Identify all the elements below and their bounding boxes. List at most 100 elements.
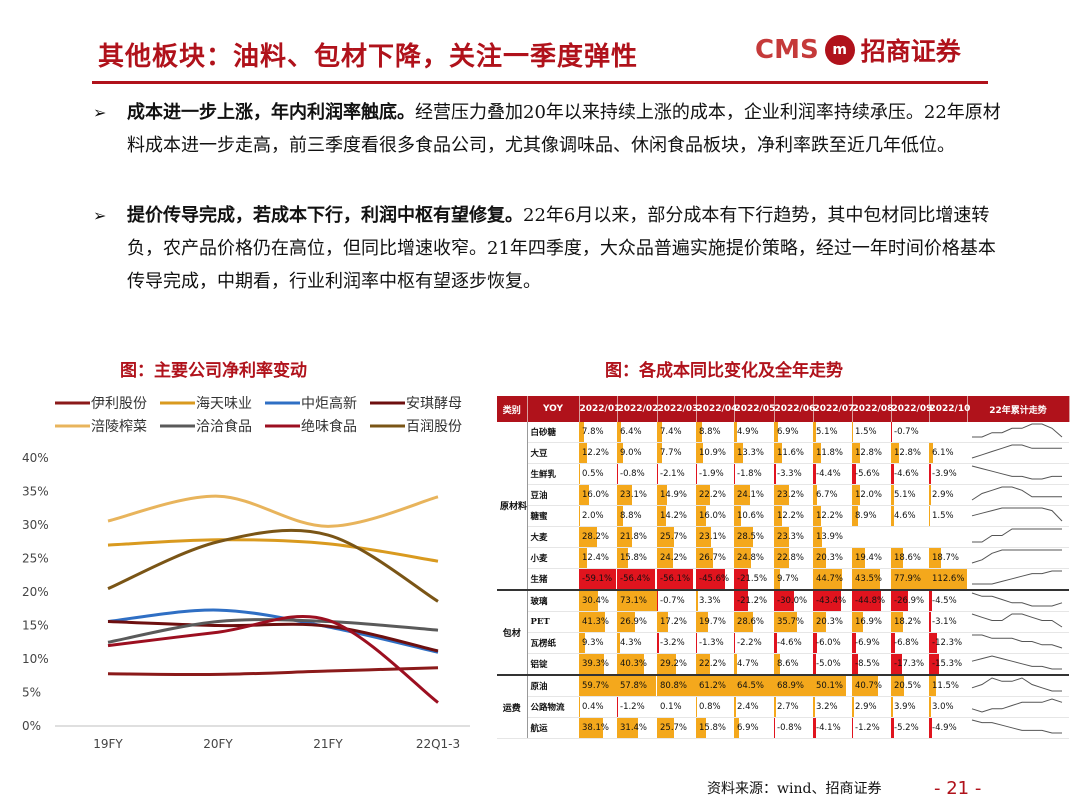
trend-sparkline [967, 632, 1069, 654]
yoy-data-bar [617, 718, 638, 738]
yoy-cell: 15.8% [617, 547, 657, 569]
yoy-cell: 20.5% [891, 674, 929, 697]
yoy-data-bar [734, 548, 751, 568]
bullet-body: 22年6月以来，部分成本有下行趋势，其中包材同比增速转负，农产品价格仍在高位，但… [127, 205, 996, 292]
series-line [107, 608, 439, 654]
yoy-data-bar [657, 569, 694, 589]
sparkline-path [971, 719, 1062, 734]
yoy-data-bar [734, 527, 753, 547]
trend-sparkline [967, 717, 1069, 739]
yoy-cell: 8.6% [774, 653, 813, 676]
yoy-data-bar [774, 485, 790, 505]
yoy-data-bar [852, 612, 863, 632]
yoy-cell: -43.4% [813, 589, 852, 612]
series-line [107, 615, 439, 704]
sparkline-path [971, 677, 1062, 692]
cost-item-label: 大豆 [527, 442, 579, 464]
column-header: 22年累计走势 [967, 396, 1070, 422]
yoy-cell: -0.8% [774, 717, 813, 739]
series-line [107, 528, 439, 603]
table-row: 运费 原油 59.7% 57.8% 80.8% 61.2% 64.5% 68.9% 50.1% 4… [497, 674, 1069, 739]
yoy-cell: 16.0% [579, 484, 617, 506]
yoy-data-bar [579, 422, 584, 442]
yoy-cell: 59.7% [579, 674, 617, 697]
yoy-cell: 23.1% [696, 526, 734, 548]
yoy-cell: 12.8% [891, 442, 929, 464]
yoy-cell: 12.2% [774, 505, 813, 527]
table-row: 生鲜乳 0.5% -0.8% -2.1% -1.9% -1.8% -3.3% -4.4% -5.… [497, 463, 1069, 485]
trend-sparkline [967, 505, 1069, 527]
yoy-cell: 40.3% [617, 653, 657, 676]
yoy-data-bar [891, 697, 894, 717]
yoy-cell: -1.2% [617, 696, 657, 718]
trend-sparkline [967, 589, 1069, 612]
yoy-data-bar [891, 718, 895, 738]
yoy-data-bar [891, 612, 903, 632]
yoy-cell: 0.1% [657, 696, 696, 718]
yoy-cell: 3.0% [929, 696, 967, 718]
trend-sparkline [967, 484, 1069, 506]
yoy-cell: 26.7% [696, 547, 734, 569]
yoy-data-bar [929, 633, 937, 653]
yoy-cell: 19.7% [696, 611, 734, 633]
yoy-data-bar [891, 464, 894, 484]
yoy-data-bar [774, 548, 789, 568]
yoy-data-bar [813, 718, 816, 738]
y-tick-label: 25% [22, 552, 49, 566]
yoy-cell: 6.4% [617, 422, 657, 443]
yoy-cell: 4.7% [734, 653, 774, 676]
legend-item: 安琪酵母 [370, 396, 462, 412]
yoy-cell: -30.0% [774, 589, 813, 612]
yoy-cell: -44.8% [852, 589, 891, 612]
yoy-data-bar [734, 485, 751, 505]
yoy-cell: 14.9% [657, 484, 696, 506]
yoy-data-bar [774, 612, 798, 632]
yoy-cell: 12.2% [579, 442, 617, 464]
yoy-cell [891, 526, 929, 548]
yoy-cell [852, 526, 891, 548]
table-row: 糖蜜 2.0% 8.8% 14.2% 16.0% 10.6% 12.2% 12.2% 8.9% 4… [497, 505, 1069, 527]
yoy-data-bar [696, 591, 699, 611]
trend-sparkline [967, 653, 1069, 676]
column-header: 2022/08 [852, 396, 893, 422]
cost-item-label: PET [527, 611, 579, 633]
sparkline-path [971, 698, 1063, 713]
yoy-cell: 0.8% [696, 696, 734, 718]
yoy-data-bar [774, 697, 776, 717]
yoy-cell: -8.5% [852, 653, 891, 676]
yoy-data-bar [852, 506, 858, 526]
yoy-data-bar [657, 506, 667, 526]
yoy-cell: -15.3% [929, 653, 967, 676]
yoy-data-bar [813, 485, 818, 505]
column-header: 2022/07 [813, 396, 854, 422]
trend-sparkline [967, 526, 1069, 548]
table-row: 公路物流 0.4% -1.2% 0.1% 0.8% 2.4% 2.7% 3.2% 2.9% 3.9… [497, 696, 1069, 718]
table-row: 航运 38.1% 31.4% 25.7% 15.8% 6.9% -0.8% -4.1% -1.2… [497, 717, 1069, 739]
yoy-cell: 24.1% [734, 484, 774, 506]
yoy-cell: -3.9% [929, 463, 967, 485]
left-chart-caption: 图：主要公司净利率变动 [120, 361, 307, 381]
table-row: 铝锭 39.3% 40.3% 29.2% 22.2% 4.7% 8.6% -5.0% -8.5%… [497, 653, 1069, 676]
yoy-data-bar [774, 422, 779, 442]
sparkline-path [971, 507, 1063, 522]
yoy-cell [929, 422, 967, 443]
column-header: 2022/04 [696, 396, 737, 422]
cost-item-label: 豆油 [527, 484, 579, 506]
yoy-cell [929, 526, 967, 548]
sparkline-path [972, 570, 1062, 585]
yoy-data-bar [657, 718, 674, 738]
yoy-cell: 5.1% [891, 484, 929, 506]
yoy-data-bar [696, 506, 707, 526]
legend-item: 百润股份 [370, 419, 462, 435]
yoy-cell: 50.1% [813, 674, 852, 697]
legend-label: 洽洽食品 [196, 418, 252, 435]
yoy-cell: 61.2% [696, 674, 734, 697]
yoy-data-bar [657, 527, 674, 547]
yoy-data-bar [774, 591, 794, 611]
yoy-data-bar [852, 718, 853, 738]
legend-item: 中炬高新 [265, 395, 357, 412]
yoy-data-bar [774, 527, 790, 547]
y-tick-label: 40% [22, 451, 49, 465]
yoy-cell: 22.2% [696, 484, 734, 506]
table-row: 大麦 28.2% 21.8% 25.7% 23.1% 28.5% 23.3% 13.9% [497, 526, 1069, 548]
